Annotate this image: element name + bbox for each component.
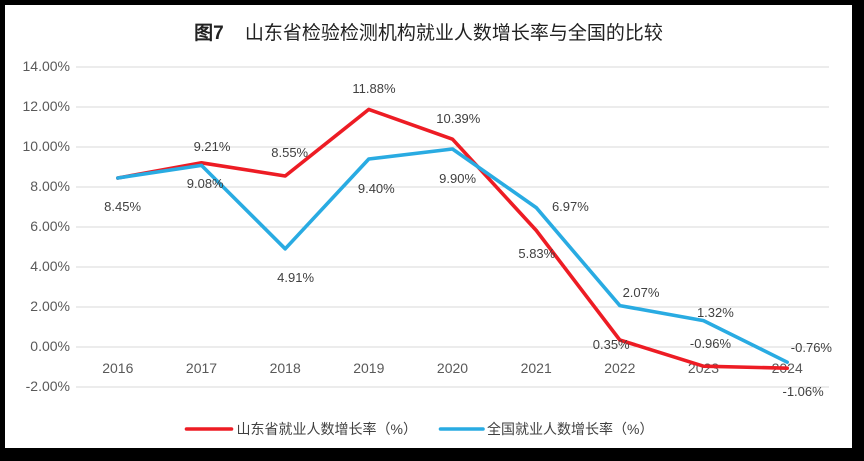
svg-text:-2.00%: -2.00% (26, 378, 70, 394)
svg-text:2018: 2018 (270, 360, 301, 376)
svg-text:11.88%: 11.88% (352, 81, 396, 96)
svg-text:6.00%: 6.00% (30, 218, 70, 234)
svg-text:2020: 2020 (437, 360, 468, 376)
svg-text:4.91%: 4.91% (277, 270, 314, 285)
svg-text:6.97%: 6.97% (552, 199, 589, 214)
svg-text:2.00%: 2.00% (30, 298, 70, 314)
svg-text:9.21%: 9.21% (194, 139, 231, 154)
svg-text:8.55%: 8.55% (271, 145, 308, 160)
svg-text:9.40%: 9.40% (358, 181, 395, 196)
svg-text:2.07%: 2.07% (623, 285, 660, 300)
svg-text:2019: 2019 (353, 360, 384, 376)
svg-text:8.00%: 8.00% (30, 178, 70, 194)
svg-text:12.00%: 12.00% (23, 98, 70, 114)
svg-text:0.00%: 0.00% (30, 338, 70, 354)
svg-text:-0.96%: -0.96% (690, 336, 732, 351)
svg-text:8.45%: 8.45% (104, 199, 141, 214)
svg-text:0.35%: 0.35% (593, 337, 630, 352)
svg-text:2021: 2021 (521, 360, 552, 376)
svg-text:1.32%: 1.32% (697, 305, 734, 320)
svg-text:全国就业人数增长率（%）: 全国就业人数增长率（%） (487, 421, 653, 437)
svg-text:5.83%: 5.83% (518, 246, 555, 261)
svg-text:山东省就业人数增长率（%）: 山东省就业人数增长率（%） (237, 421, 417, 437)
svg-text:9.08%: 9.08% (187, 176, 224, 191)
svg-text:9.90%: 9.90% (439, 171, 476, 186)
svg-text:14.00%: 14.00% (23, 58, 70, 74)
svg-text:2016: 2016 (102, 360, 133, 376)
svg-text:10.39%: 10.39% (436, 111, 481, 126)
svg-text:2022: 2022 (604, 360, 635, 376)
svg-text:-1.06%: -1.06% (782, 384, 824, 399)
svg-text:2017: 2017 (186, 360, 217, 376)
svg-text:4.00%: 4.00% (30, 258, 70, 274)
svg-text:-0.76%: -0.76% (791, 340, 833, 355)
svg-text:10.00%: 10.00% (23, 138, 70, 154)
